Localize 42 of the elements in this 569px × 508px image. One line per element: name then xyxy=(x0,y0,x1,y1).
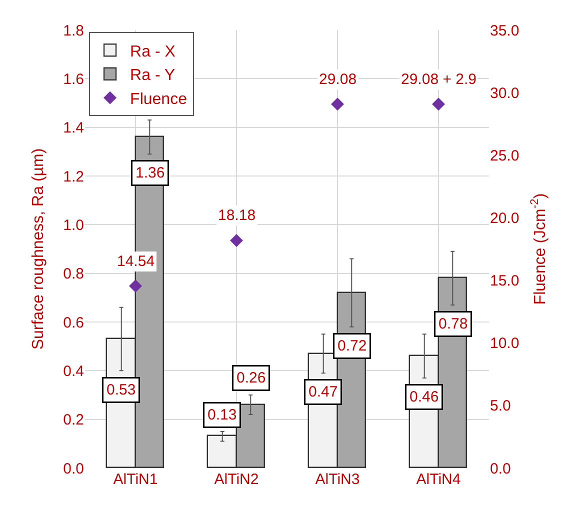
legend-label: Ra - X xyxy=(130,43,176,60)
y-tick-label: 1.4 xyxy=(63,120,84,137)
y2-tick-label: 35.0 xyxy=(490,22,520,40)
y2-tick-label: 25.0 xyxy=(490,147,520,164)
point xyxy=(230,234,243,247)
y2-tick-label: 15.0 xyxy=(490,272,520,290)
y-tick-label: 1.6 xyxy=(63,70,84,88)
x-tick-label: AlTiN2 xyxy=(214,471,259,488)
data-label: 0.72 xyxy=(338,338,367,354)
x-tick-label: AlTiN4 xyxy=(416,471,461,488)
y2-tick-label: 0.0 xyxy=(490,460,511,478)
y-axis-title: Surface roughness, Ra (µm) xyxy=(30,148,48,350)
legend-label: Fluence xyxy=(130,90,188,108)
data-label: 0.53 xyxy=(106,382,136,398)
x-tick-label: AlTiN1 xyxy=(113,471,158,488)
point xyxy=(331,98,344,111)
x-tick-label: AlTiN3 xyxy=(315,471,360,488)
point xyxy=(129,280,142,293)
data-label: 0.26 xyxy=(236,370,266,386)
y2-tick-label: 20.0 xyxy=(490,210,520,227)
y-tick-label: 0.4 xyxy=(63,362,84,380)
y-tick-label: 0.0 xyxy=(63,460,84,478)
data-label: 0.46 xyxy=(410,388,439,406)
y-tick-label: 1.8 xyxy=(63,22,84,40)
data-label: 1.36 xyxy=(136,164,165,182)
data-label: 0.13 xyxy=(208,406,237,424)
data-label: 18.18 xyxy=(218,207,256,224)
y-tick-label: 0.6 xyxy=(63,314,84,332)
y2-tick-label: 30.0 xyxy=(490,84,520,102)
y-tick-label: 0.2 xyxy=(63,412,84,429)
point xyxy=(432,98,445,111)
data-label: 0.47 xyxy=(308,384,338,400)
data-label: 14.54 xyxy=(117,253,155,270)
data-label: 29.08 xyxy=(319,71,357,88)
y-tick-label: 0.8 xyxy=(63,266,84,283)
y2-tick-label: 5.0 xyxy=(490,398,511,415)
y-tick-label: 1.2 xyxy=(63,168,84,186)
legend-label: Ra - Y xyxy=(130,67,176,84)
data-label: 0.78 xyxy=(438,316,468,332)
y-tick-label: 1.0 xyxy=(63,216,84,234)
data-label: 29.08 + 2.9 xyxy=(401,71,476,88)
y2-tick-label: 10.0 xyxy=(490,335,520,352)
